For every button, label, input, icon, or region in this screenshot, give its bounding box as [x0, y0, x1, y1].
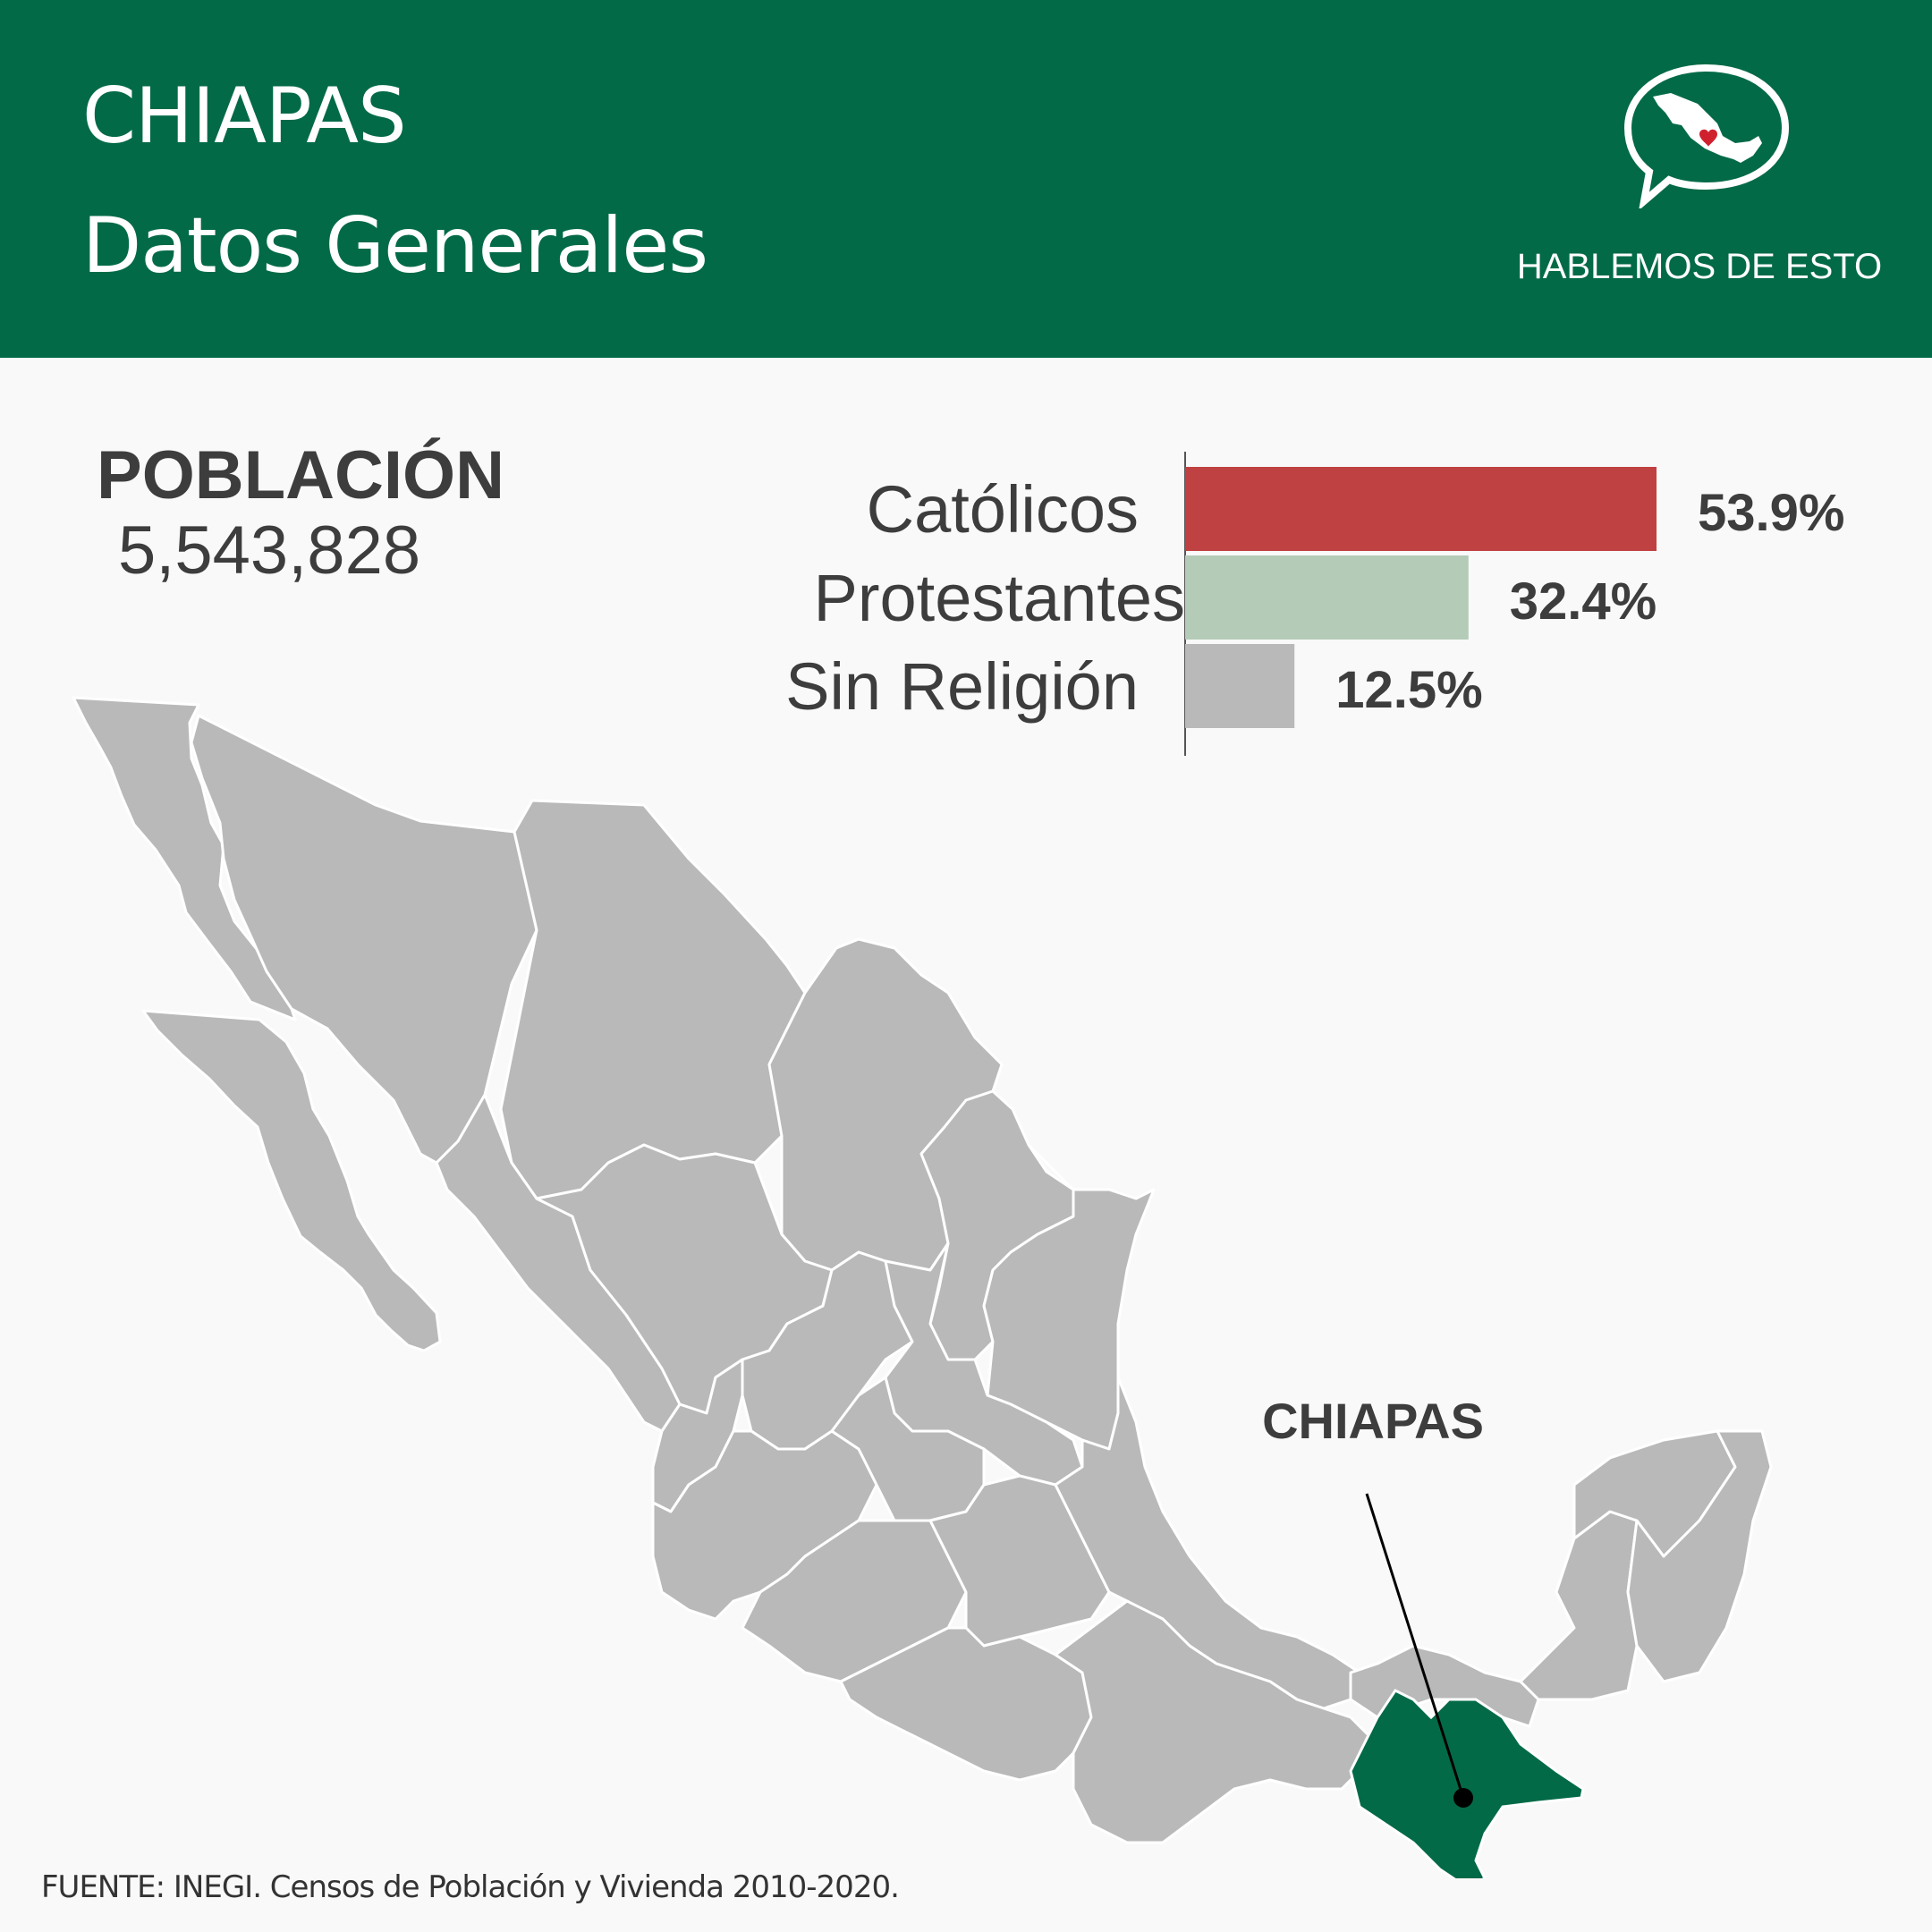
- population-value: 5,543,828: [118, 513, 421, 589]
- zacatecas-shape: [741, 1250, 914, 1451]
- quintana-roo-shape: [1626, 1429, 1773, 1683]
- mexico-map-base: [72, 696, 1773, 1844]
- value-label-0: 53.9%: [1698, 484, 1844, 542]
- value-label-1: 32.4%: [1510, 572, 1657, 631]
- category-label-0: Católicos: [867, 472, 1139, 547]
- brand-name: HABLEMOS DE ESTO: [1516, 247, 1883, 286]
- religion-bar-chart: Católicos 53.9% Protestantes 32.4% Sin Relig…: [785, 452, 1844, 756]
- category-label-1: Protestantes: [814, 561, 1185, 635]
- veracruz-shape: [1054, 1376, 1361, 1710]
- mexico-map: CHIAPAS: [72, 696, 1773, 1878]
- value-label-2: 12.5%: [1335, 661, 1482, 719]
- source-note: FUENTE: INEGI. Censos de Población y Viv…: [41, 1869, 900, 1905]
- baja-california-shape: [72, 696, 297, 1021]
- baja-california-sur-shape: [141, 1009, 442, 1352]
- page-subtitle: Datos Generales: [82, 201, 708, 291]
- header-banner: CHIAPAS Datos Generales HABLEMOS DE ESTO: [0, 0, 1932, 358]
- jalisco-shape: [651, 1429, 878, 1621]
- chihuahua-shape: [499, 799, 807, 1200]
- bar-0: [1185, 467, 1657, 551]
- bar-2: [1185, 644, 1295, 728]
- page-title: CHIAPAS: [82, 72, 407, 161]
- population-label: POBLACIÓN: [97, 437, 504, 513]
- central-states-shape: [928, 1474, 1111, 1648]
- bar-1: [1185, 555, 1469, 640]
- guanajuato-qro-shape: [830, 1376, 986, 1522]
- chiapas-shape: [1349, 1689, 1585, 1878]
- chiapas-callout-dot: [1453, 1788, 1473, 1808]
- speech-bubble-mexico-heart-icon: [1617, 61, 1796, 211]
- campeche-shape: [1519, 1510, 1639, 1701]
- chiapas-map-label: CHIAPAS: [1262, 1393, 1484, 1449]
- oaxaca-shape: [1054, 1599, 1370, 1844]
- chiapas-callout-line: [1365, 1493, 1465, 1799]
- category-label-2: Sin Religión: [785, 649, 1139, 724]
